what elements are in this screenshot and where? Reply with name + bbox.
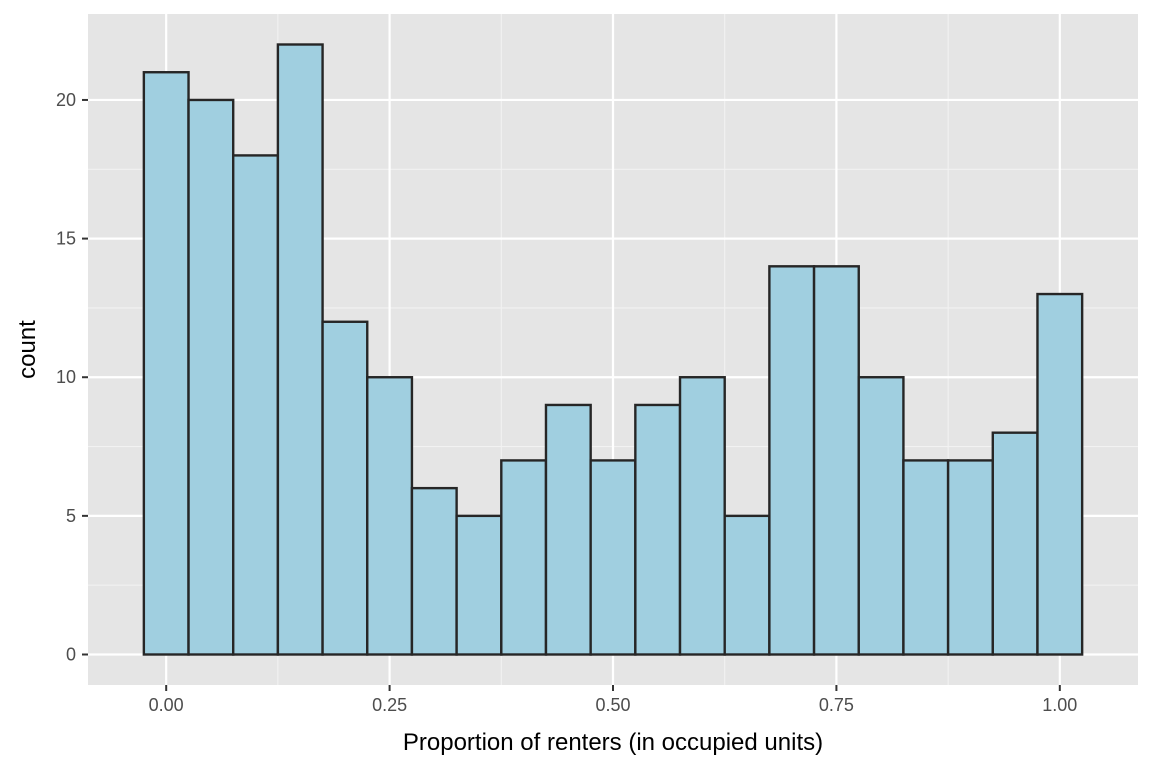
histogram-bar — [142, 71, 190, 656]
x-axis-title: Proportion of renters (in occupied units… — [403, 729, 823, 756]
histogram-bar — [946, 459, 994, 656]
histogram-bar — [1036, 292, 1084, 656]
x-tick-label: 0.75 — [819, 695, 854, 715]
histogram-bar — [902, 459, 950, 656]
y-tick-label: 5 — [66, 506, 76, 526]
histogram-bar — [723, 514, 771, 656]
histogram-bar — [812, 265, 860, 656]
axes: 0.00 0.25 0.50 0.75 1.00 0 5 10 15 20 — [56, 90, 1077, 715]
x-tick-label: 0.00 — [149, 695, 184, 715]
y-tick-label: 0 — [66, 645, 76, 665]
histogram-bar — [678, 376, 726, 656]
histogram-bar — [187, 98, 235, 656]
histogram-bar — [544, 403, 592, 656]
x-tick-label: 1.00 — [1042, 695, 1077, 715]
histogram-bar — [366, 376, 414, 656]
histogram-bar — [991, 431, 1039, 656]
histogram-bar — [500, 459, 548, 656]
y-tick-label: 15 — [56, 229, 76, 249]
y-axis-title: count — [14, 320, 41, 379]
histogram-bar — [321, 320, 369, 656]
histogram-bar — [232, 154, 280, 656]
histogram-bar — [276, 43, 324, 656]
histogram-bar — [410, 486, 458, 656]
histogram-bar — [768, 265, 816, 656]
y-tick-label: 20 — [56, 90, 76, 110]
histogram-bar — [589, 459, 637, 656]
y-tick-label: 10 — [56, 367, 76, 387]
histogram-bar — [634, 403, 682, 656]
histogram-bar — [455, 514, 503, 656]
x-tick-label: 0.25 — [372, 695, 407, 715]
histogram-bars — [142, 43, 1084, 656]
x-tick-label: 0.50 — [595, 695, 630, 715]
histogram-bar — [857, 376, 905, 656]
